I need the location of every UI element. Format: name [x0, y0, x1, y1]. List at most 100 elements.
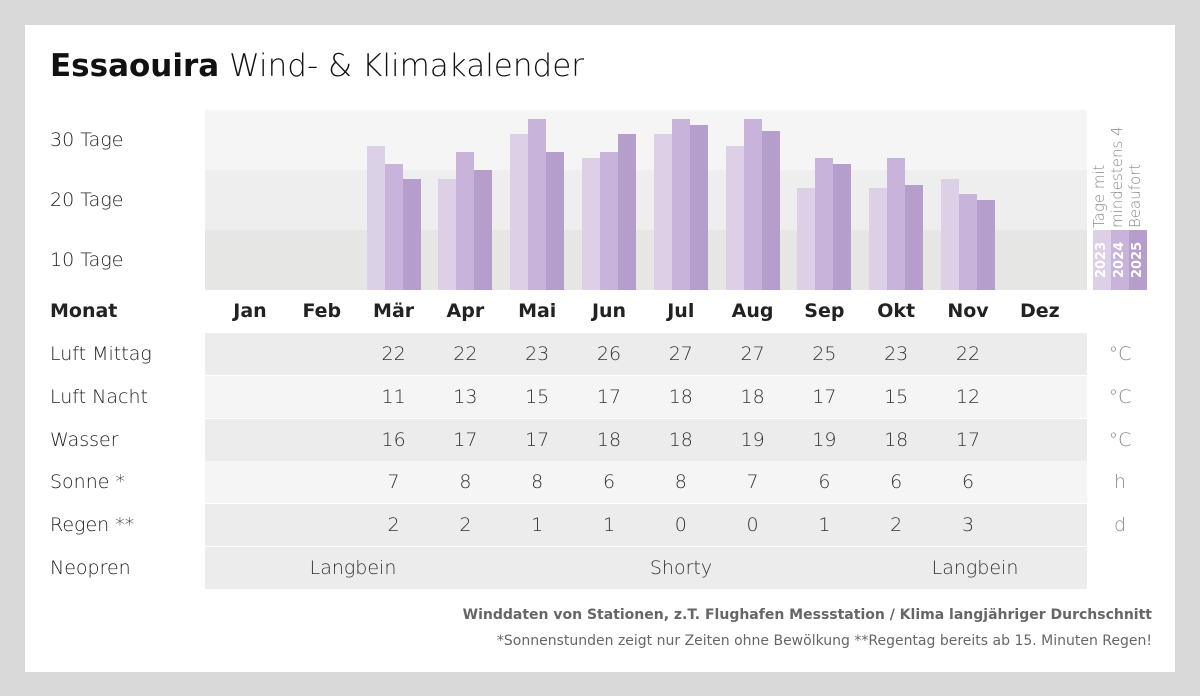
table-cell: 18 [668, 385, 693, 408]
legend-title: Tage mit mindestens 4 Beaufort [1090, 126, 1144, 228]
month-label: Jan [233, 300, 267, 322]
table-cell: 6 [890, 471, 903, 494]
table-cell: 22 [453, 343, 478, 365]
bar-Mai-2025 [546, 152, 565, 290]
band-low [205, 230, 1087, 290]
table-cell: 19 [812, 428, 837, 451]
bar-Jul-2023 [653, 134, 672, 290]
table-cell: 6 [961, 471, 975, 494]
y-tick-label: 30 Tage [50, 129, 124, 151]
bar-Apr-2023 [438, 179, 457, 290]
row-bg [205, 461, 1087, 504]
bar-Nov-2023 [941, 179, 959, 290]
month-label: Jun [591, 300, 627, 322]
bar-Mai-2024 [528, 119, 547, 290]
table-cell: 2 [890, 514, 903, 537]
row-bg [205, 333, 1087, 375]
table-cell: 17 [525, 428, 550, 451]
table-cell: 13 [453, 385, 478, 408]
month-label: Dez [1019, 300, 1060, 322]
bar-Mai-2023 [510, 134, 529, 290]
bar-Jun-2023 [582, 158, 600, 290]
table-cell: 8 [531, 471, 544, 494]
table-cell: 6 [818, 471, 831, 494]
bar-Nov-2024 [959, 194, 977, 290]
month-label: Feb [302, 300, 342, 322]
table-cell: 8 [674, 471, 687, 494]
month-label: Nov [947, 300, 989, 322]
row-unit: °C [1108, 343, 1132, 365]
bar-Aug-2024 [743, 119, 762, 290]
page-title: Essaouira Wind- & Klimakalender [50, 48, 585, 84]
table-cell: 7 [387, 471, 400, 494]
table-cell: 0 [746, 514, 759, 537]
table-cell: 22 [955, 343, 981, 365]
bar-Mär-2023 [366, 146, 385, 290]
bar-Mär-2024 [384, 164, 403, 290]
table-cell: 1 [531, 514, 544, 537]
table-cell: 17 [955, 428, 981, 451]
row-label: Wasser [50, 428, 119, 451]
month-label: Mai [518, 300, 557, 322]
bar-Apr-2024 [456, 152, 475, 290]
bar-Nov-2025 [977, 200, 995, 290]
band-top [205, 110, 1087, 170]
table-cell: 7 [746, 471, 759, 494]
neopren-segment: Langbein [931, 557, 1019, 579]
table-cell: 15 [884, 385, 909, 408]
month-header: Monat [50, 300, 118, 322]
row-unit: h [1113, 471, 1127, 494]
table-cell: 27 [740, 343, 765, 365]
row-bg [205, 375, 1087, 418]
legend-2023: 2023 [1093, 230, 1111, 290]
bar-Sep-2024 [815, 158, 834, 290]
row-label: Luft Nacht [50, 385, 148, 408]
band-mid [205, 170, 1087, 230]
legend-2025: 2025 [1129, 230, 1147, 290]
table-cell: 0 [674, 514, 687, 537]
bar-Apr-2025 [474, 170, 493, 290]
month-label: Okt [877, 300, 916, 322]
legend-2024: 2024 [1111, 230, 1129, 290]
month-label: Aug [731, 300, 774, 322]
bar-Jun-2024 [600, 152, 618, 290]
bar-Mär-2025 [402, 179, 421, 290]
table-cell: 25 [812, 343, 837, 365]
table-cell: 18 [740, 385, 765, 408]
table-cell: 17 [812, 385, 837, 408]
table-cell: 17 [453, 428, 478, 451]
row-unit: d [1113, 514, 1127, 537]
bar-Okt-2024 [887, 158, 906, 290]
row-bg [205, 418, 1087, 461]
table-cell: 11 [381, 385, 406, 408]
month-label: Jul [667, 300, 695, 322]
bar-Aug-2025 [761, 131, 780, 290]
bar-Jun-2025 [618, 134, 636, 290]
row-label-neopren: Neopren [50, 557, 131, 579]
table-cell: 1 [602, 514, 616, 537]
bars [0, 0, 1200, 290]
row-label: Regen ** [50, 514, 135, 537]
month-label: Mär [373, 300, 415, 322]
table-cell: 22 [381, 343, 406, 365]
bar-Okt-2023 [869, 188, 888, 290]
row-bg [205, 504, 1087, 547]
footer-note: *Sonnenstunden zeigt nur Zeiten ohne Bew… [496, 633, 1152, 649]
bar-Aug-2023 [725, 146, 744, 290]
row-label: Sonne * [50, 471, 125, 494]
table-cell: 23 [525, 343, 550, 365]
y-tick-label: 10 Tage [50, 249, 124, 271]
table-cell: 27 [668, 343, 693, 365]
table-cell: 26 [596, 343, 622, 365]
table-cell: 15 [525, 385, 550, 408]
bar-Okt-2025 [905, 185, 924, 290]
table-cell: 17 [596, 385, 622, 408]
table-cell: 8 [459, 471, 472, 494]
table-cell: 2 [387, 514, 400, 537]
bar-Sep-2025 [833, 164, 852, 290]
row-bg [205, 547, 1087, 589]
row-unit: °C [1108, 385, 1132, 408]
month-label: Apr [446, 300, 485, 322]
row-unit: °C [1108, 428, 1132, 451]
table-cell: 19 [740, 428, 765, 451]
